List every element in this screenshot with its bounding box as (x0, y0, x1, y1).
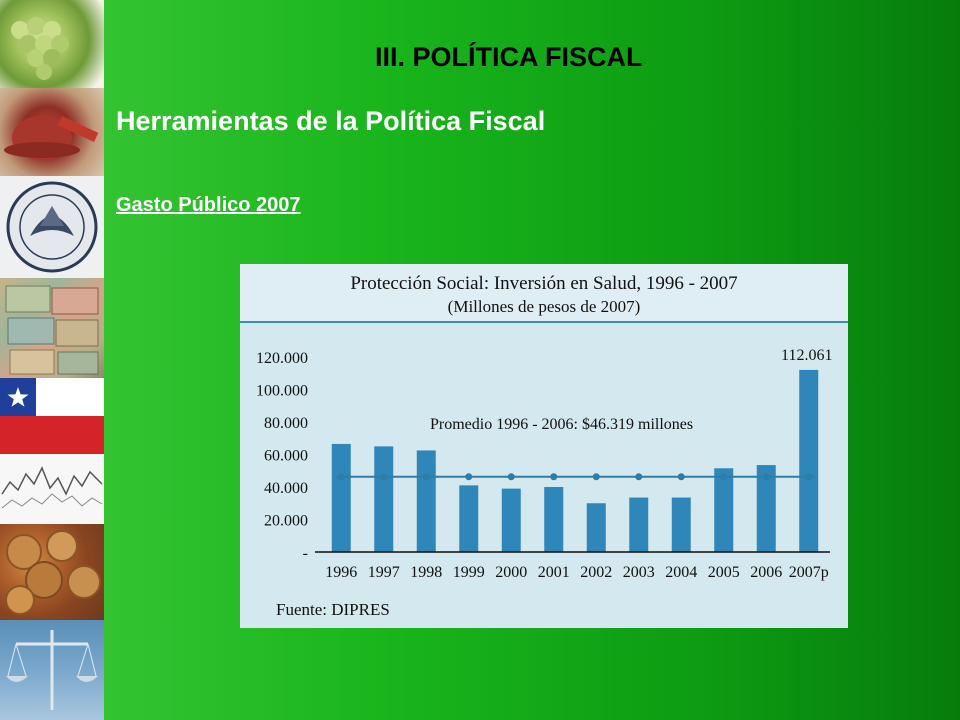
banknotes-icon (5, 285, 99, 375)
y-tick-label: 60.000 (264, 448, 308, 465)
central-bank-seal-photo (0, 176, 104, 278)
average-marker-2004 (677, 473, 685, 481)
bar-2003 (629, 497, 649, 552)
x-tick-label: 1996 (325, 564, 357, 581)
bar-chart: Protección Social: Inversión en Salud, 1… (240, 264, 848, 619)
y-tick-label: 20.000 (264, 513, 308, 530)
x-tick-label: 2007p (789, 564, 829, 581)
average-markers (337, 473, 813, 481)
banknotes-photo (0, 278, 104, 378)
stock-chart-photo (0, 454, 104, 524)
hard-hat-icon (4, 116, 99, 160)
average-marker-1999 (465, 473, 473, 481)
y-tick-label: 100.000 (256, 383, 308, 400)
average-marker-1998 (422, 473, 430, 481)
scale-icon (6, 630, 98, 710)
chilean-flag-photo (0, 378, 104, 454)
x-tick-label: 1997 (368, 564, 400, 581)
bar-2002 (586, 503, 606, 552)
average-marker-2002 (592, 473, 600, 481)
y-axis-ticks: 120.000 100.000 80.000 60.000 40.000 20.000 - (256, 350, 308, 562)
bar-2004 (671, 497, 691, 552)
x-tick-label: 2006 (750, 564, 782, 581)
justice-scale-photo (0, 620, 104, 720)
bar-1999 (459, 485, 479, 552)
chart-panel: Protección Social: Inversión en Salud, 1… (240, 264, 848, 628)
average-marker-2000 (507, 473, 515, 481)
average-marker-2003 (635, 473, 643, 481)
slide-title: III. POLÍTICA FISCAL (375, 42, 643, 72)
average-marker-2006 (762, 473, 770, 481)
y-tick-label: - (303, 545, 308, 562)
grapes-photo (0, 0, 104, 88)
bar-2007p (799, 369, 819, 552)
bar-2000 (501, 488, 521, 552)
x-tick-label: 2004 (665, 564, 697, 581)
coins-icon (5, 530, 101, 615)
x-tick-label: 1999 (453, 564, 485, 581)
x-tick-label: 2001 (538, 564, 570, 581)
x-tick-label: 1998 (410, 564, 442, 581)
left-photo-strip (0, 0, 104, 720)
x-tick-label: 2003 (623, 564, 655, 581)
y-tick-label: 120.000 (256, 350, 308, 367)
bar-2001 (544, 487, 564, 552)
bar-1998 (416, 450, 436, 552)
chart-subtitle: (Millones de pesos de 2007) (448, 297, 641, 316)
section-heading: Gasto Público 2007 (116, 194, 301, 216)
x-tick-label: 2000 (495, 564, 527, 581)
bank-seal-icon (6, 181, 98, 273)
hard-hat-photo (0, 88, 104, 176)
average-marker-2001 (550, 473, 558, 481)
slide-subtitle: Herramientas de la Política Fiscal (116, 106, 546, 136)
average-label: Promedio 1996 - 2006: $46.319 millones (430, 416, 693, 433)
bar-2006 (756, 465, 776, 552)
stock-chart-icon (1, 466, 103, 509)
bars (331, 369, 819, 552)
x-tick-label: 2005 (708, 564, 740, 581)
coins-photo (0, 524, 104, 620)
average-marker-1996 (337, 473, 345, 481)
average-marker-1997 (380, 473, 388, 481)
grapes-icon (11, 17, 69, 80)
bar-1997 (374, 446, 394, 552)
bar-2005 (714, 468, 734, 552)
average-marker-2007p (805, 473, 813, 481)
chile-flag-icon (0, 378, 104, 454)
chart-source: Fuente: DIPRES (276, 600, 390, 619)
chart-title-band (240, 264, 848, 322)
bar-1996 (331, 443, 351, 552)
y-tick-label: 40.000 (264, 480, 308, 497)
x-tick-label: 2002 (580, 564, 612, 581)
data-label-2007p: 112.061 (781, 347, 832, 364)
average-marker-2005 (720, 473, 728, 481)
x-axis-ticks: 1996 1997 1998 1999 2000 2001 2002 2003 2004 2005… (325, 564, 829, 581)
chart-title: Protección Social: Inversión en Salud, 1… (350, 273, 737, 294)
y-tick-label: 80.000 (264, 415, 308, 432)
